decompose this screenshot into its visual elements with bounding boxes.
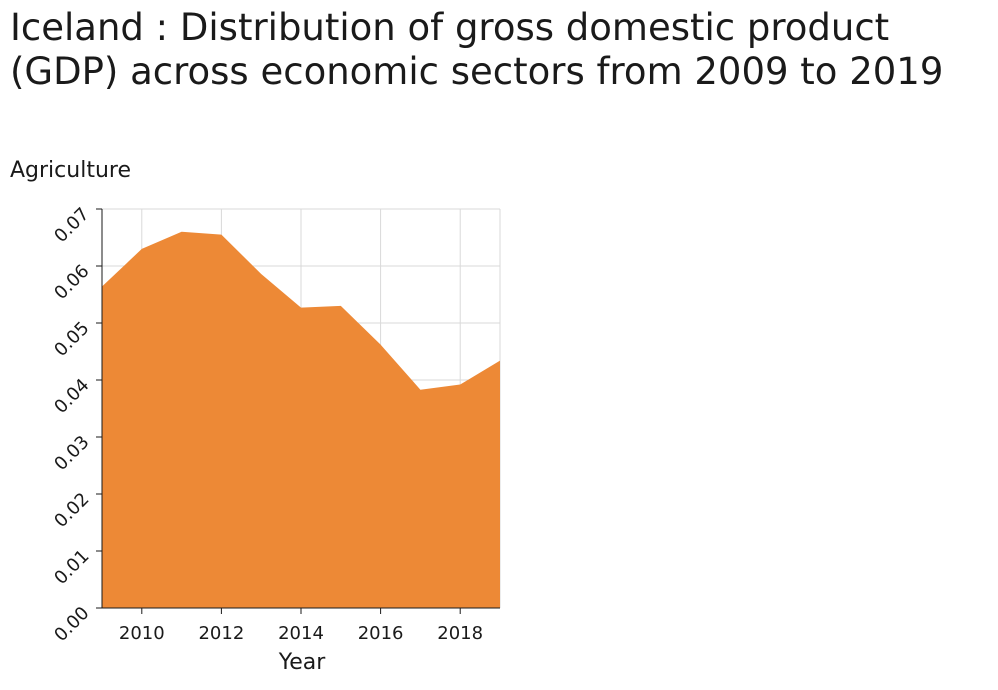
x-tick-label: 2010 bbox=[119, 623, 165, 644]
chart-title: Iceland : Distribution of gross domestic… bbox=[10, 6, 944, 93]
y-axis-label: Agriculture bbox=[10, 158, 131, 183]
y-tick-label: 0.03 bbox=[50, 432, 93, 475]
y-tick-label: 0.05 bbox=[50, 318, 93, 361]
x-axis-label: Year bbox=[278, 650, 326, 675]
area-series bbox=[102, 231, 500, 609]
y-tick-label: 0.07 bbox=[50, 204, 93, 247]
y-tick-label: 0.04 bbox=[50, 375, 93, 418]
y-tick-label: 0.02 bbox=[50, 489, 93, 532]
y-tick-label: 0.01 bbox=[50, 546, 93, 589]
y-tick-label: 0.06 bbox=[50, 261, 93, 304]
y-tick-label: 0.00 bbox=[50, 603, 93, 646]
x-tick-label: 2016 bbox=[358, 623, 404, 644]
x-tick-label: 2014 bbox=[278, 623, 324, 644]
x-tick-label: 2012 bbox=[198, 623, 244, 644]
x-tick-label: 2018 bbox=[437, 623, 483, 644]
